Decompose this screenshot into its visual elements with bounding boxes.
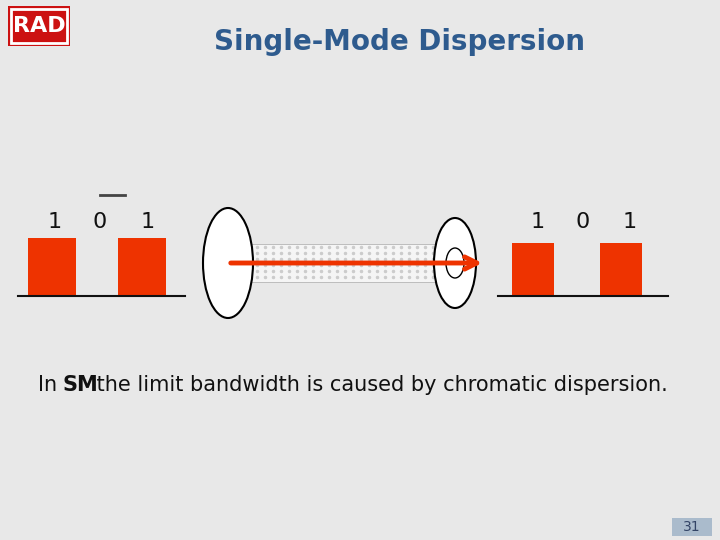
FancyBboxPatch shape [672, 518, 712, 536]
Text: 1: 1 [141, 212, 155, 232]
Text: SM: SM [62, 375, 98, 395]
Text: the limit bandwidth is caused by chromatic dispersion.: the limit bandwidth is caused by chromat… [90, 375, 667, 395]
Ellipse shape [203, 208, 253, 318]
Ellipse shape [446, 248, 464, 278]
Bar [600, 243, 642, 296]
Text: 1: 1 [623, 212, 637, 232]
Text: 1: 1 [531, 212, 545, 232]
Text: In: In [38, 375, 64, 395]
Text: Single-Mode Dispersion: Single-Mode Dispersion [215, 28, 585, 56]
Text: RAD: RAD [13, 16, 66, 36]
Text: 31: 31 [683, 520, 701, 534]
Text: 1: 1 [48, 212, 62, 232]
FancyArrowPatch shape [231, 257, 477, 269]
Text: 0: 0 [93, 212, 107, 232]
Polygon shape [228, 244, 455, 282]
FancyBboxPatch shape [8, 6, 70, 46]
Ellipse shape [434, 218, 476, 308]
Bar [118, 238, 166, 296]
Bar [512, 243, 554, 296]
Bar [28, 238, 76, 296]
Text: 0: 0 [576, 212, 590, 232]
